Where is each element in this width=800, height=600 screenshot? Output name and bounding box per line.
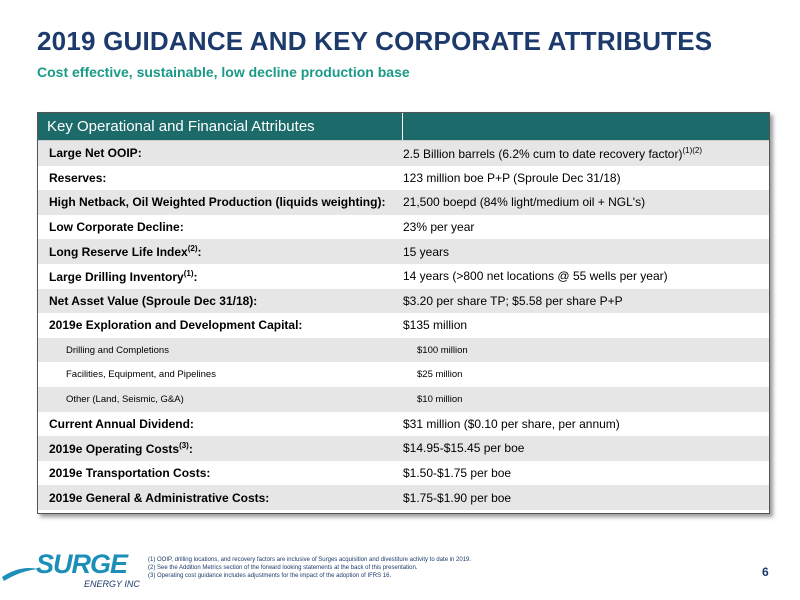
row-value: $3.20 per share TP; $5.58 per share P+P <box>391 294 623 308</box>
table-row: Reserves: 123 million boe P+P (Sproule De… <box>38 166 769 191</box>
title: 2019 GUIDANCE AND KEY CORPORATE ATTRIBUT… <box>37 26 713 56</box>
row-label: 2019e General & Administrative Costs: <box>38 491 391 505</box>
table-row: Current Annual Dividend: $31 million ($0.… <box>38 412 769 437</box>
label-text: 2019e Transportation Costs: <box>49 466 211 481</box>
row-value: $14.95-$15.45 per boe <box>391 441 524 455</box>
value-sup: (1)(2) <box>682 145 703 155</box>
value-text: 14 years (>800 net locations @ 55 wells … <box>403 269 668 284</box>
label-text: 2019e General & Administrative Costs: <box>49 490 270 505</box>
rows: Large Net OOIP: 2.5 Billion barrels (6.2%… <box>38 141 769 510</box>
row-label: Current Annual Dividend: <box>38 417 391 431</box>
label-text: Low Corporate Decline: <box>49 220 184 235</box>
row-label: Drilling and Completions <box>38 345 391 356</box>
row-value: 123 million boe P+P (Sproule Dec 31/18) <box>391 171 621 185</box>
row-value: $1.50-$1.75 per boe <box>391 466 511 480</box>
row-label: Reserves: <box>38 171 391 185</box>
table-row: 2019e General & Administrative Costs: $1.… <box>38 485 769 510</box>
logo-swoosh <box>2 568 38 581</box>
value-text: 2.5 Billion barrels (6.2% cum to date re… <box>403 146 683 161</box>
label-text: Drilling and Completions <box>66 344 169 356</box>
label-text: Facilities, Equipment, and Pipelines <box>66 369 216 381</box>
footnotes: (1) OOIP, drilling locations, and recove… <box>148 556 471 580</box>
row-label: Low Corporate Decline: <box>38 220 391 234</box>
label-sup: (3) <box>179 440 189 450</box>
table-row: Long Reserve Life Index(2): 15 years <box>38 239 769 264</box>
row-value: 15 years <box>391 245 449 259</box>
value-text: 123 million boe P+P (Sproule Dec 31/18) <box>403 170 621 185</box>
logo-sub: ENERGY INC <box>84 579 140 589</box>
label-end: : <box>188 441 193 456</box>
label-text: High Netback, Oil Weighted Production (l… <box>49 195 386 210</box>
row-value: $25 million <box>391 369 462 380</box>
label-sup: (2) <box>187 244 198 254</box>
value-text: 23% per year <box>403 220 475 235</box>
label-end: : <box>197 245 202 260</box>
row-value: $1.75-$1.90 per boe <box>391 491 511 505</box>
label-text: Current Annual Dividend: <box>49 416 194 431</box>
label-text: 2019e Exploration and Development Capita… <box>49 318 303 333</box>
label-text: Other (Land, Seismic, G&A) <box>66 393 184 405</box>
value-text: $1.50-$1.75 per boe <box>403 466 512 481</box>
value-text: $3.20 per share TP; $5.58 per share P+P <box>403 293 623 308</box>
value-text: $1.75-$1.90 per boe <box>403 490 512 505</box>
heading-text: Key Operational and Financial Attributes <box>38 113 403 140</box>
row-label: Net Asset Value (Sproule Dec 31/18): <box>38 294 391 308</box>
table-row: Large Drilling Inventory(1): 14 years (>8… <box>38 264 769 289</box>
value-text: 15 years <box>403 244 450 259</box>
label-text: Large Net OOIP: <box>49 146 142 161</box>
label-text: 2019e Operating Costs <box>49 441 180 456</box>
table-row: Low Corporate Decline: 23% per year <box>38 215 769 240</box>
table-row: 2019e Transportation Costs: $1.50-$1.75 p… <box>38 461 769 486</box>
table-row: 2019e Exploration and Development Capita… <box>38 313 769 338</box>
table-row: Drilling and Completions $100 million <box>38 337 769 363</box>
table-row: Large Net OOIP: 2.5 Billion barrels (6.2%… <box>38 141 769 166</box>
row-value: $135 million <box>391 318 467 332</box>
label-text: Large Drilling Inventory <box>49 269 184 284</box>
row-value: 23% per year <box>391 220 474 234</box>
row-value: $10 million <box>391 394 462 405</box>
table-row: 2019e Operating Costs(3): $14.95-$15.45 p… <box>38 436 769 461</box>
row-label: 2019e Transportation Costs: <box>38 466 391 480</box>
label-end: : <box>193 269 198 284</box>
page-number: 6 <box>762 565 769 579</box>
row-value: 14 years (>800 net locations @ 55 wells … <box>391 269 668 283</box>
row-label: 2019e Exploration and Development Capita… <box>38 318 391 332</box>
value-text: $25 million <box>417 369 463 381</box>
value-text: 21,500 boepd (84% light/medium oil + NGL… <box>403 195 646 210</box>
row-label: Large Net OOIP: <box>38 146 391 160</box>
label-text: Long Reserve Life Index <box>49 245 188 260</box>
table-row: Other (Land, Seismic, G&A) $10 million <box>38 386 769 412</box>
logo: SURGE <box>36 549 128 579</box>
row-label: Other (Land, Seismic, G&A) <box>38 394 391 405</box>
row-value: 21,500 boepd (84% light/medium oil + NGL… <box>391 195 645 209</box>
value-text: $100 million <box>417 344 468 356</box>
row-label: Large Drilling Inventory(1): <box>38 269 391 284</box>
value-text: $135 million <box>403 318 468 333</box>
table-row: High Netback, Oil Weighted Production (l… <box>38 190 769 215</box>
footnote: (3) Operating cost guidance includes adj… <box>148 573 392 579</box>
label-sup: (1) <box>183 268 194 278</box>
subtitle: Cost effective, sustainable, low decline… <box>37 64 410 80</box>
value-text: $10 million <box>417 393 463 405</box>
footnote: (1) OOIP, drilling locations, and recove… <box>148 557 472 563</box>
row-value: 2.5 Billion barrels (6.2% cum to date re… <box>391 146 702 161</box>
row-label: Long Reserve Life Index(2): <box>38 244 391 259</box>
row-label: 2019e Operating Costs(3): <box>38 441 391 456</box>
row-value: $31 million ($0.10 per share, per annum) <box>391 417 620 431</box>
table: Key Operational and Financial Attributes… <box>37 112 770 514</box>
value-text: $14.95-$15.45 per boe <box>403 441 525 456</box>
row-label: High Netback, Oil Weighted Production (l… <box>38 195 391 209</box>
table-row: Facilities, Equipment, and Pipelines $25 … <box>38 362 769 387</box>
footnote: (2) See the Addition Metrics section of … <box>148 565 418 571</box>
row-value: $100 million <box>391 345 468 356</box>
label-text: Reserves: <box>49 170 107 185</box>
row-label: Facilities, Equipment, and Pipelines <box>38 369 391 380</box>
table-row: Net Asset Value (Sproule Dec 31/18): $3.2… <box>38 288 769 314</box>
label-text: Net Asset Value (Sproule Dec 31/18): <box>49 293 258 308</box>
table-heading: Key Operational and Financial Attributes <box>38 113 769 141</box>
value-text: $31 million ($0.10 per share, per annum) <box>403 416 620 431</box>
